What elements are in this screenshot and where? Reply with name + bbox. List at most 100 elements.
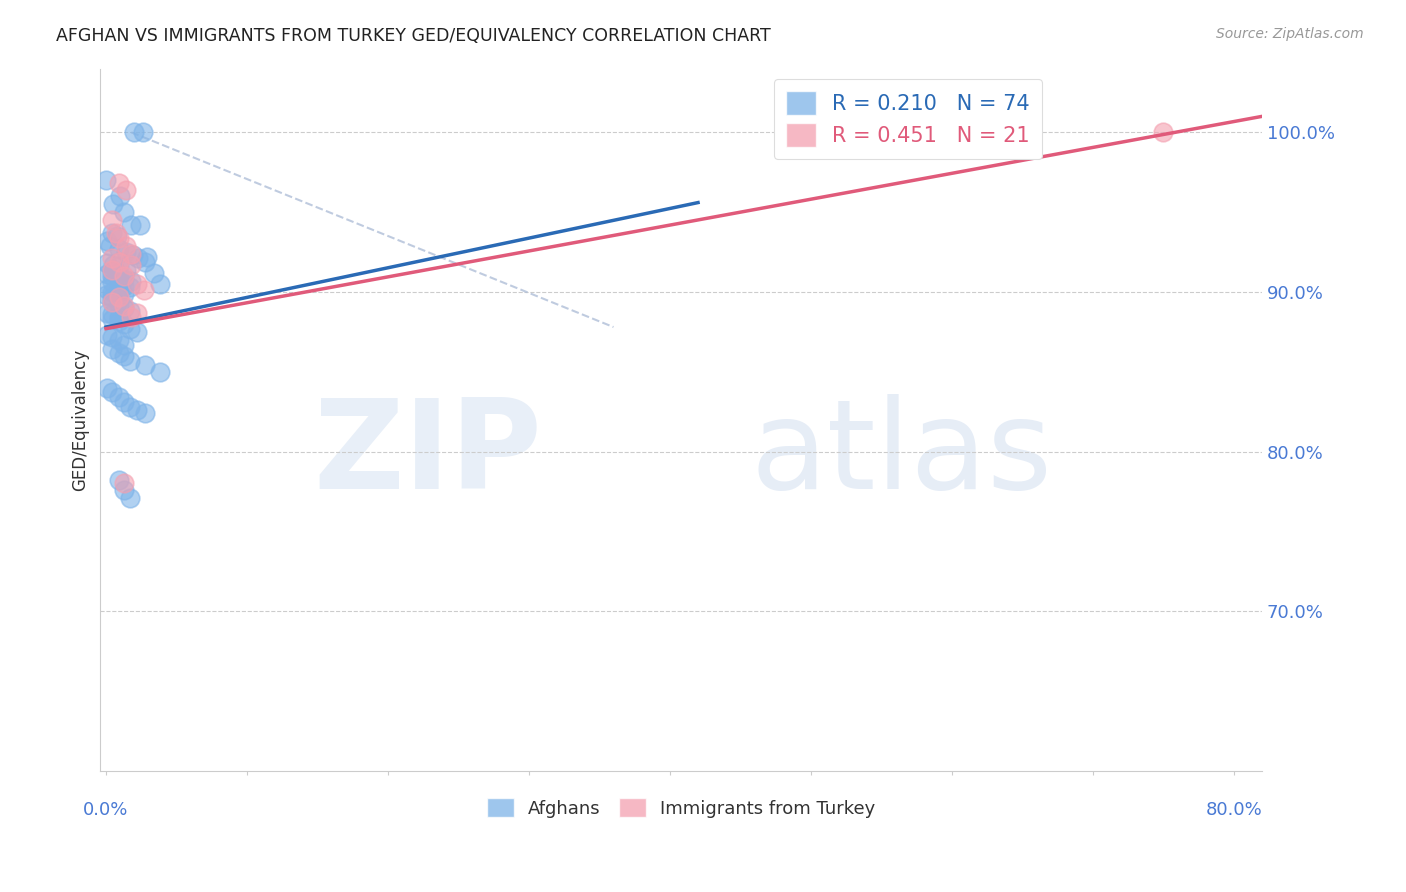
Point — [100, 276, 122, 290]
Point — [107, 333, 129, 347]
Point — [125, 403, 148, 417]
Point — [107, 345, 129, 359]
Point — [96, 282, 118, 296]
Point — [112, 395, 135, 409]
Point — [96, 234, 118, 248]
Point — [100, 312, 122, 326]
Point — [128, 218, 150, 232]
Point — [131, 125, 153, 139]
Point — [107, 390, 129, 404]
Point — [118, 304, 141, 318]
Point — [107, 313, 129, 327]
Point — [107, 277, 129, 291]
Point — [107, 260, 129, 274]
Point — [120, 310, 142, 325]
Point — [101, 258, 124, 272]
Point — [114, 183, 136, 197]
Point — [107, 254, 129, 268]
Point — [114, 245, 136, 260]
Point — [122, 125, 145, 139]
Y-axis label: GED/Equivalency: GED/Equivalency — [72, 349, 89, 491]
Point — [100, 262, 122, 277]
Point — [127, 252, 149, 266]
Point — [104, 226, 127, 240]
Point — [118, 353, 141, 368]
Point — [100, 264, 122, 278]
Point — [107, 290, 129, 304]
Text: 80.0%: 80.0% — [1205, 801, 1263, 819]
Point — [107, 293, 129, 307]
Point — [134, 359, 156, 373]
Point — [112, 349, 135, 363]
Point — [100, 343, 122, 357]
Point — [100, 385, 122, 400]
Point — [108, 189, 131, 203]
Point — [96, 268, 118, 282]
Point — [96, 381, 118, 395]
Point — [100, 307, 122, 321]
Text: atlas: atlas — [751, 394, 1053, 516]
Point — [100, 329, 122, 343]
Point — [148, 365, 170, 379]
Point — [112, 476, 135, 491]
Point — [101, 197, 124, 211]
Text: AFGHAN VS IMMIGRANTS FROM TURKEY GED/EQUIVALENCY CORRELATION CHART: AFGHAN VS IMMIGRANTS FROM TURKEY GED/EQU… — [56, 27, 770, 45]
Point — [112, 278, 135, 293]
Point — [125, 325, 148, 339]
Point — [120, 274, 142, 288]
Point — [134, 254, 156, 268]
Point — [112, 268, 135, 283]
Point — [118, 321, 141, 335]
Point — [94, 173, 117, 187]
Point — [98, 238, 121, 252]
Point — [94, 288, 117, 302]
Point — [96, 256, 118, 270]
Point — [132, 283, 155, 297]
Point — [107, 270, 129, 285]
Point — [100, 290, 122, 304]
Point — [112, 299, 135, 313]
Point — [112, 301, 135, 315]
Point — [135, 250, 157, 264]
Point — [112, 205, 135, 219]
Point — [120, 246, 142, 260]
Point — [107, 242, 129, 256]
Point — [142, 266, 165, 280]
Point — [125, 277, 148, 291]
Text: Source: ZipAtlas.com: Source: ZipAtlas.com — [1216, 27, 1364, 41]
Point — [120, 218, 142, 232]
Legend: Afghans, Immigrants from Turkey: Afghans, Immigrants from Turkey — [479, 790, 883, 825]
Text: ZIP: ZIP — [314, 394, 541, 516]
Point — [1152, 125, 1174, 139]
Point — [125, 306, 148, 320]
Point — [121, 248, 143, 262]
Point — [100, 294, 122, 309]
Point — [100, 226, 122, 240]
Point — [112, 337, 135, 351]
Point — [118, 280, 141, 294]
Text: 0.0%: 0.0% — [83, 801, 129, 819]
Point — [134, 406, 156, 420]
Point — [100, 213, 122, 227]
Point — [114, 238, 136, 252]
Point — [107, 473, 129, 487]
Point — [118, 400, 141, 414]
Point — [107, 298, 129, 312]
Point — [107, 310, 129, 325]
Point — [100, 252, 122, 266]
Point — [96, 306, 118, 320]
Point — [100, 294, 122, 309]
Point — [112, 272, 135, 286]
Point — [100, 285, 122, 299]
Point — [105, 266, 128, 280]
Point — [105, 229, 128, 244]
Point — [107, 285, 129, 299]
Point — [112, 286, 135, 301]
Point — [120, 258, 142, 272]
Point — [100, 268, 122, 283]
Point — [114, 262, 136, 277]
Point — [112, 317, 135, 331]
Point — [107, 177, 129, 191]
Point — [112, 483, 135, 497]
Point — [118, 491, 141, 505]
